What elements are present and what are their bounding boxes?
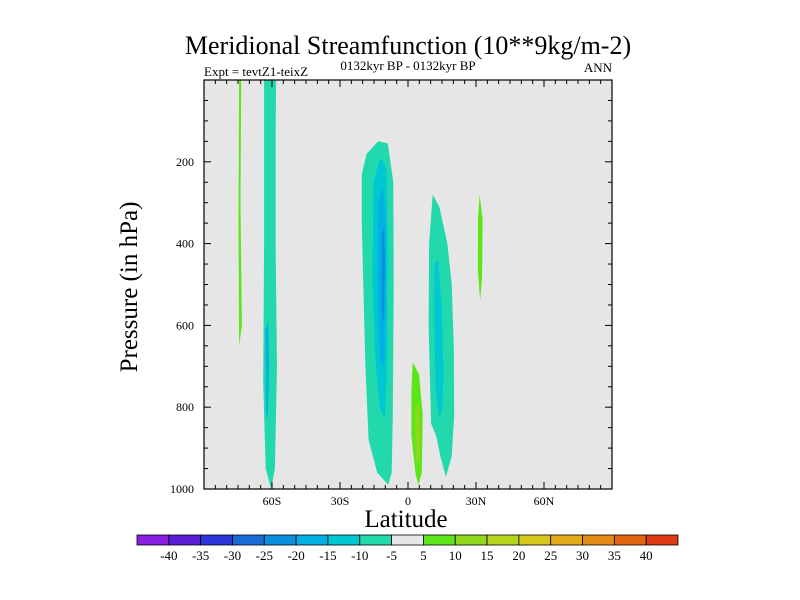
contour-layer [238, 80, 483, 489]
contour-equatorial-positive-core [415, 403, 420, 465]
y-tick-label: 800 [176, 400, 194, 414]
colorbar-label: -25 [256, 548, 273, 563]
colorbar-label: 25 [544, 548, 557, 563]
colorbar-label: 35 [608, 548, 621, 563]
colorbar-label: 30 [576, 548, 589, 563]
season-label: ANN [584, 60, 613, 75]
colorbar-swatch [232, 534, 265, 546]
colorbar-swatch [295, 534, 329, 546]
y-tick-label: 1000 [170, 482, 194, 496]
colorbar-swatch [263, 534, 297, 546]
x-tick-label: 0 [405, 494, 411, 508]
contour-far-south-positive-strip [238, 80, 242, 346]
y-tick-label: 200 [176, 155, 194, 169]
contour-southern-hadley-core-inner [381, 227, 386, 322]
plot-area: 60S 30S 0 30N 60N 200 400 600 800 1000 [170, 79, 613, 508]
colorbar-swatch [359, 534, 392, 546]
colorbar-label: -15 [319, 548, 336, 563]
colorbar-label: 20 [512, 548, 525, 563]
experiment-label: Expt = tevtZ1-teixZ [204, 64, 308, 79]
colorbar-label: 10 [449, 548, 462, 563]
colorbar-label: 15 [481, 548, 494, 563]
colorbar-swatch [550, 534, 583, 546]
x-axis: 60S 30S 0 30N 60N [214, 80, 602, 508]
x-tick-label: 60S [263, 494, 282, 508]
x-tick-label: 60N [534, 494, 555, 508]
colorbar-label: -35 [192, 548, 209, 563]
colorbar-swatch [454, 534, 488, 546]
y-axis-label: Pressure (in hPa) [116, 202, 143, 373]
colorbar: -40 -35 -30 -25 -20 -15 -10 -5 5 10 15 20 25 30 35 40 [136, 534, 679, 563]
colorbar-label: -40 [160, 548, 177, 563]
contour-southern-high-latitude-cell [263, 80, 277, 489]
colorbar-swatch [327, 534, 361, 546]
colorbar-label: -30 [224, 548, 241, 563]
colorbar-swatch [582, 534, 615, 546]
colorbar-swatch [613, 534, 647, 546]
colorbar-swatch [136, 534, 170, 546]
colorbar-label: -20 [287, 548, 304, 563]
y-tick-label: 400 [176, 237, 194, 251]
colorbar-label: 5 [420, 548, 427, 563]
contour-southern-high-latitude-core [265, 321, 270, 420]
colorbar-swatch [200, 534, 233, 546]
contour-northern-subtropical-positive [477, 194, 483, 301]
colorbar-label: -10 [351, 548, 368, 563]
y-axis: 200 400 600 800 1000 [170, 99, 612, 496]
colorbar-swatch [518, 534, 552, 546]
colorbar-swatch [486, 534, 520, 546]
colorbar-swatch [423, 534, 456, 546]
chart-title: Meridional Streamfunction (10**9kg/m-2) [185, 31, 631, 60]
colorbar-swatch [168, 534, 202, 546]
period-label: 0132kyr BP - 0132kyr BP [340, 58, 475, 73]
colorbar-swatch [391, 534, 424, 546]
x-tick-label: 30S [331, 494, 350, 508]
colorbar-swatch [645, 534, 679, 546]
x-tick-label: 30N [466, 494, 487, 508]
colorbar-label: -5 [386, 548, 397, 563]
y-tick-label: 600 [176, 318, 194, 332]
contour-northern-hadley-core [434, 260, 444, 420]
colorbar-label: 40 [640, 548, 653, 563]
x-axis-label: Latitude [364, 506, 447, 533]
